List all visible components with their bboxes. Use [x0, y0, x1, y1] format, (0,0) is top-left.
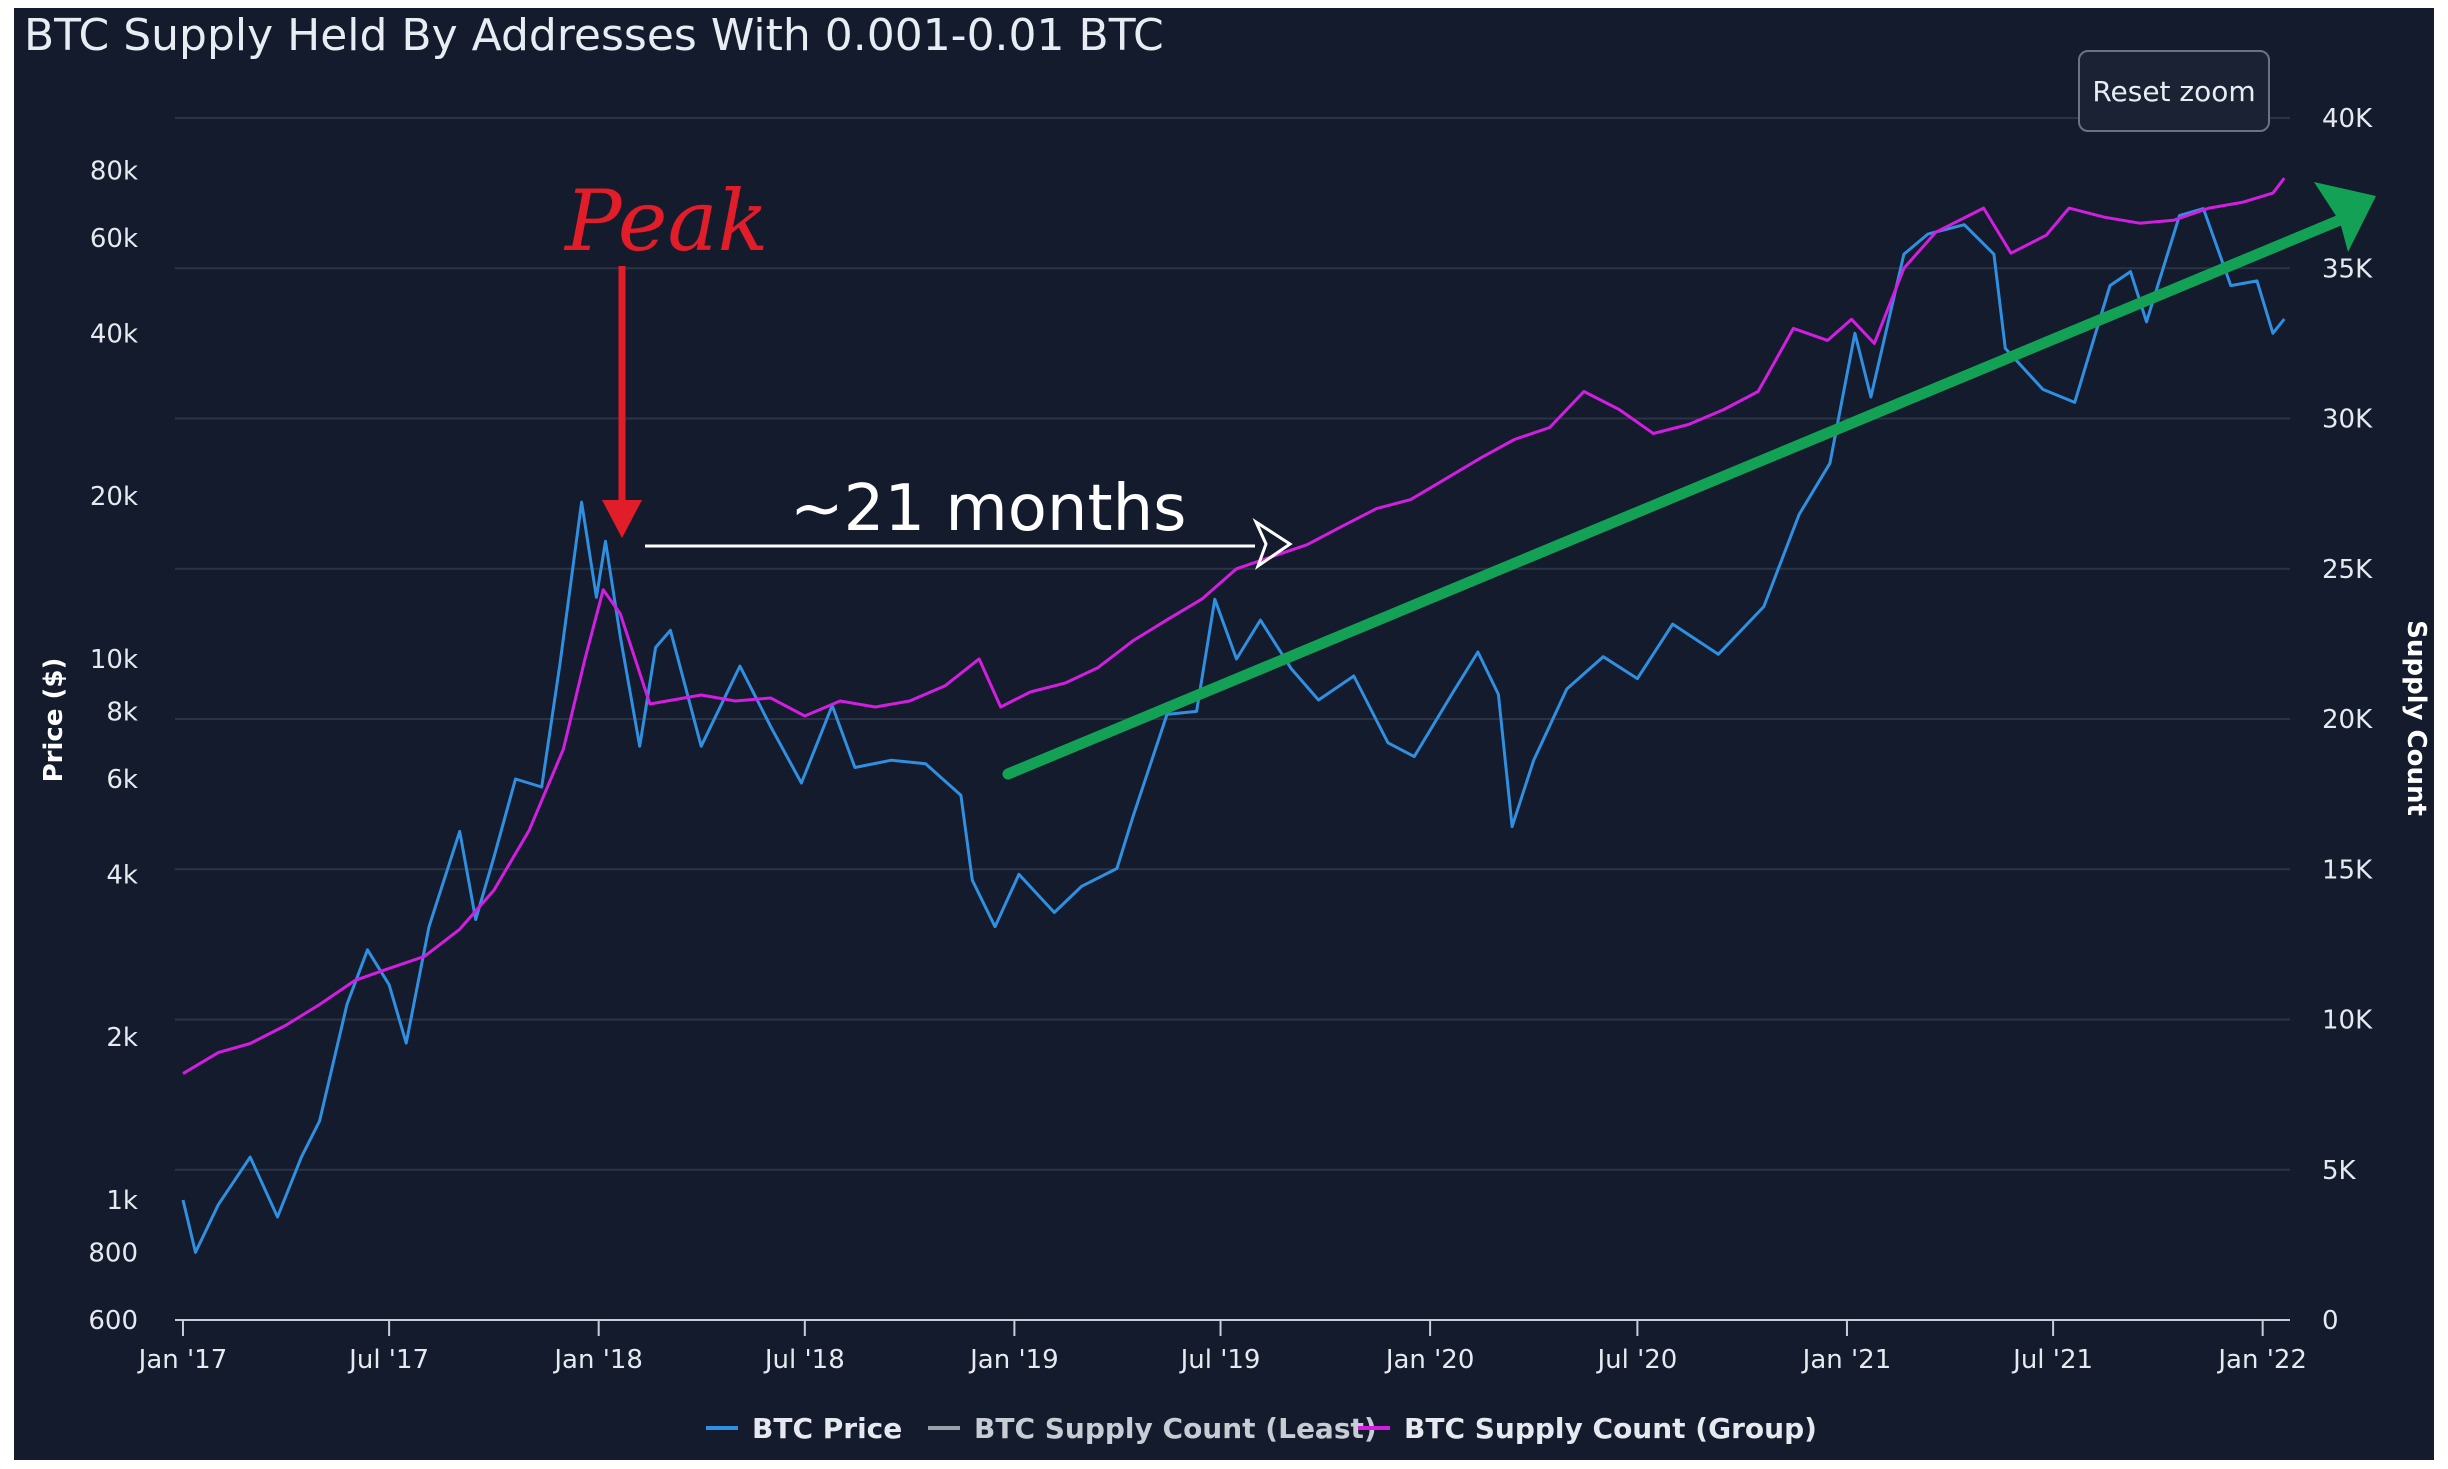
x-tick-label: Jul '19 [1179, 1345, 1261, 1375]
y-left-tick-label: 10k [90, 645, 138, 675]
y-right-tick-label: 25K [2322, 555, 2373, 585]
y-axis-left-title: Price ($) [39, 658, 69, 783]
y-left-tick-label: 60k [90, 224, 138, 254]
peak-arrow-head [602, 500, 642, 538]
annotation-layer: Peak ~21 months [563, 172, 2376, 780]
y-right-tick-label: 20K [2322, 705, 2373, 735]
x-tick-label: Jan '17 [137, 1345, 228, 1375]
series-line-supply-group [182, 177, 2286, 1075]
y-left-tick-label: 600 [88, 1306, 138, 1336]
y-right-tick-label: 30K [2322, 405, 2373, 435]
x-axis: Jan '17 Jul '17 Jan '18 Jul '18 Jan '19 Jul '… [137, 1319, 2307, 1375]
trend-arrow [1002, 182, 2376, 780]
x-tick-label: Jan '20 [1384, 1345, 1475, 1375]
y-right-tick-label: 5K [2322, 1156, 2357, 1186]
x-tick-label: Jul '18 [763, 1345, 845, 1375]
legend-item-supply-group[interactable]: BTC Supply Count (Group) [1358, 1412, 1817, 1445]
legend-label-supply-least: BTC Supply Count (Least) [974, 1412, 1377, 1445]
x-tick-label: Jul '21 [2011, 1345, 2093, 1375]
y-right-tick-label: 10K [2322, 1006, 2373, 1036]
months-label: ~21 months [790, 472, 1186, 546]
y-left-tick-label: 80k [90, 156, 138, 186]
y-left-tick-label: 20k [90, 482, 138, 512]
series-line-btc-price [181, 207, 2286, 1254]
trend-arrow-head [2314, 182, 2376, 252]
peak-label: Peak [563, 172, 768, 270]
chart-panel [14, 8, 2434, 1460]
y-right-tick-label: 0 [2322, 1306, 2339, 1336]
x-tick-label: Jan '18 [552, 1345, 643, 1375]
legend-label-btc-price: BTC Price [752, 1412, 902, 1445]
legend: BTC Price BTC Supply Count (Least) BTC S… [706, 1412, 1817, 1445]
months-arrow-head [1252, 517, 1293, 570]
y-left-tick-label: 8k [106, 697, 138, 727]
x-tick-label: Jan '22 [2216, 1345, 2307, 1375]
legend-label-supply-group: BTC Supply Count (Group) [1404, 1412, 1817, 1445]
y-left-tick-label: 800 [88, 1238, 138, 1268]
peak-annotation: Peak [563, 172, 768, 538]
y-left-tick-label: 40k [90, 319, 138, 349]
legend-item-btc-price[interactable]: BTC Price [706, 1412, 902, 1445]
y-left-tick-label: 6k [106, 765, 138, 795]
reset-zoom-button[interactable]: Reset zoom [2078, 50, 2270, 132]
y-left-tick-label: 1k [106, 1186, 138, 1216]
legend-item-supply-least[interactable]: BTC Supply Count (Least) [928, 1412, 1377, 1445]
chart-title: BTC Supply Held By Addresses With 0.001-… [24, 10, 1164, 61]
y-right-tick-label: 15K [2322, 855, 2373, 885]
y-left-tick-label: 4k [106, 860, 138, 890]
y-axis-right: 0 5K 10K 15K 20K 25K 30K 35K 40K [2322, 104, 2373, 1336]
y-axis-right-title: Supply Count [2401, 620, 2431, 816]
x-tick-label: Jan '21 [1801, 1345, 1892, 1375]
x-tick-label: Jul '17 [347, 1345, 429, 1375]
months-annotation: ~21 months [645, 472, 1293, 570]
y-axis-left: 600 800 1k 2k 4k 6k 8k 10k 20k 40k 60k 80k [88, 156, 138, 1336]
y-left-tick-label: 2k [106, 1023, 138, 1053]
grid-lines [175, 117, 2290, 1321]
trend-arrow-shaft [1002, 214, 2346, 780]
series-layer [181, 177, 2286, 1254]
y-right-tick-label: 35K [2322, 254, 2373, 284]
x-tick-label: Jan '19 [968, 1345, 1059, 1375]
y-right-tick-label: 40K [2322, 104, 2373, 134]
x-tick-label: Jul '20 [1595, 1345, 1677, 1375]
